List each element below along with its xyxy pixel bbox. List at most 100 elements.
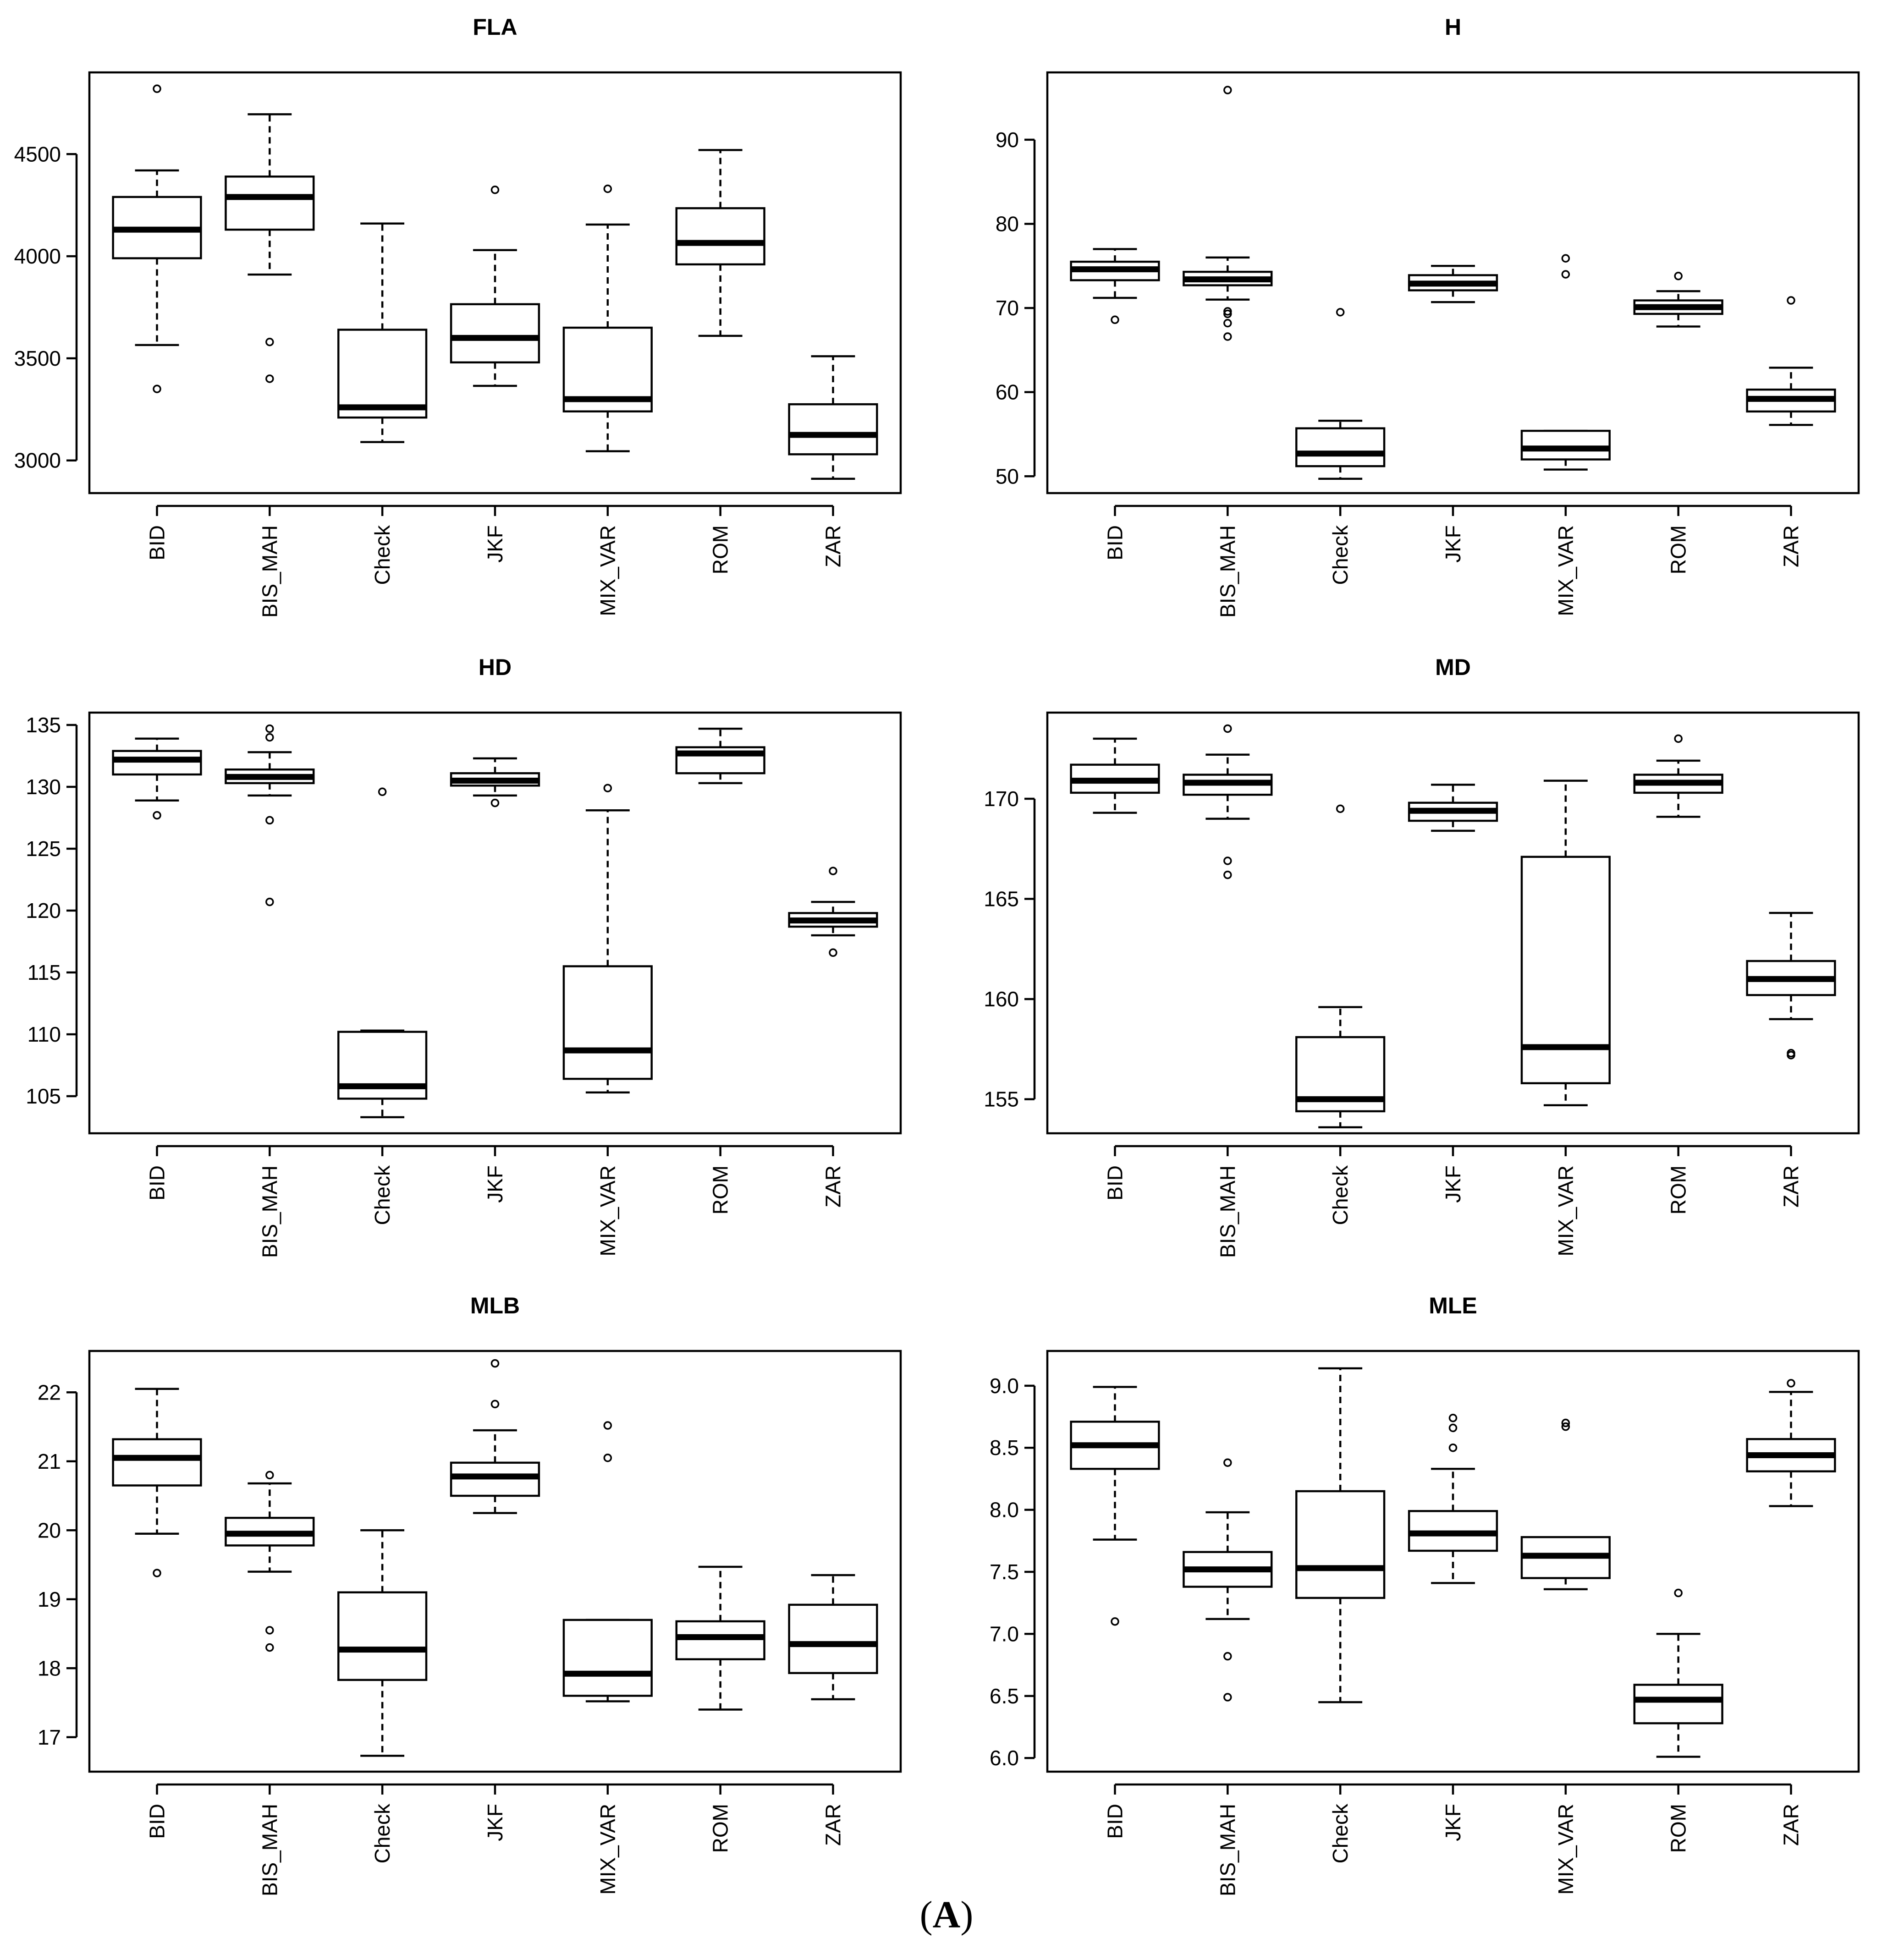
y-tick-label: 105 [26, 1084, 61, 1108]
outlier-point [1223, 307, 1232, 316]
box-bid [1070, 737, 1160, 814]
outlier-point [1787, 1379, 1795, 1388]
chart-title: H [1445, 14, 1461, 40]
box-check [337, 1529, 428, 1757]
x-tick-label: BIS_MAH [1216, 1804, 1239, 1896]
box-jkf [1408, 265, 1498, 303]
outlier-point [1674, 734, 1683, 743]
y-tick-label: 120 [26, 899, 61, 922]
y-tick-label: 110 [28, 1022, 61, 1046]
plot-frame [1046, 711, 1860, 1135]
outlier-point [603, 184, 612, 193]
outlier-point [265, 724, 274, 733]
y-tick-label: 125 [26, 837, 61, 861]
box-bid [112, 1388, 202, 1577]
x-tick-label: MIX_VAR [1554, 1804, 1578, 1895]
x-tick-label: ZAR [821, 1165, 845, 1208]
outlier-point [490, 798, 500, 807]
outlier-point [153, 84, 161, 93]
box-mix-var [1520, 1418, 1611, 1591]
chart-title: FLA [473, 14, 517, 40]
outlier-point [1674, 1588, 1683, 1598]
iqr-box [675, 207, 765, 266]
outlier-point [265, 1643, 274, 1652]
x-tick-label: BID [145, 1165, 169, 1201]
outlier-point [1561, 254, 1570, 263]
outlier-point [265, 733, 274, 742]
chart-title: MLB [470, 1293, 520, 1318]
iqr-box [1520, 429, 1611, 461]
figure-caption: (A) [0, 1893, 1893, 1937]
y-tick-label: 90 [996, 128, 1019, 152]
y-tick-label: 8.5 [990, 1436, 1019, 1460]
x-tick-label: ROM [709, 525, 732, 574]
outlier-point [490, 1359, 500, 1368]
y-tick-label: 9.0 [990, 1374, 1019, 1398]
x-tick-label: MIX_VAR [1554, 525, 1578, 616]
x-tick-label: BID [1103, 1804, 1127, 1839]
plot-frame [1046, 71, 1860, 494]
box-mix-var [562, 1421, 653, 1702]
caption-open-paren: ( [919, 1894, 933, 1936]
outlier-point [1223, 309, 1232, 318]
box-rom [1633, 734, 1723, 818]
box-jkf [1408, 784, 1498, 832]
chart-title: HD [479, 654, 512, 680]
box-jkf [450, 757, 540, 807]
x-tick-label: JKF [1441, 525, 1465, 563]
outlier-point [265, 816, 274, 825]
x-tick-label: BIS_MAH [1216, 1165, 1239, 1258]
box-bis-mah [225, 1471, 315, 1652]
x-tick-label: ROM [709, 1804, 732, 1853]
x-tick-label: BID [1103, 525, 1127, 560]
box-bis-mah [1183, 724, 1273, 879]
outlier-point [1336, 308, 1345, 317]
x-tick-label: JKF [483, 525, 507, 563]
y-tick-label: 8.0 [990, 1498, 1019, 1522]
outlier-point [153, 811, 161, 820]
x-tick-label: Check [1328, 1165, 1352, 1225]
outlier-point [603, 784, 612, 792]
y-tick-label: 170 [984, 787, 1019, 811]
outlier-point [1561, 270, 1570, 279]
box-bis-mah [225, 724, 315, 906]
chart-panel-h: H 50 60 70 80 90 BID BIS_MAH Check JKF MIX_VAR ROM Z… [996, 14, 1860, 618]
outlier-point [153, 1569, 161, 1577]
box-bis-mah [225, 113, 315, 383]
x-tick-label: ZAR [1779, 1165, 1803, 1208]
iqr-box [788, 403, 878, 456]
iqr-box [562, 965, 653, 1080]
box-bis-mah [1183, 1458, 1273, 1702]
y-tick-label: 3500 [14, 346, 61, 370]
box-bis-mah [1183, 86, 1273, 341]
y-tick-label: 160 [984, 987, 1019, 1011]
plot-frame [88, 711, 902, 1135]
x-tick-label: ZAR [821, 1804, 845, 1846]
iqr-box [1295, 427, 1386, 467]
outlier-point [1787, 296, 1795, 305]
y-tick-label: 135 [26, 713, 61, 737]
iqr-box [562, 1619, 653, 1697]
x-tick-label: Check [1328, 1803, 1352, 1863]
box-zar [1746, 296, 1836, 426]
x-tick-label: JKF [483, 1165, 507, 1203]
y-tick-label: 21 [38, 1449, 61, 1473]
y-tick-label: 80 [996, 212, 1019, 236]
outlier-point [490, 1400, 500, 1409]
caption-close-paren: ) [960, 1894, 974, 1936]
outlier-point [1223, 856, 1232, 865]
x-tick-label: BID [1103, 1165, 1127, 1201]
x-tick-label: MIX_VAR [596, 525, 620, 616]
x-tick-label: ZAR [1779, 1804, 1803, 1846]
iqr-box [112, 1438, 202, 1487]
box-bid [1070, 1386, 1160, 1626]
box-mix-var [562, 784, 653, 1094]
chart-panel-fla: FLA 3000 3500 4000 4500 BID BIS_MAH Check JKF MIX… [14, 14, 902, 618]
box-zar [788, 867, 878, 957]
x-tick-label: ROM [709, 1165, 732, 1214]
iqr-box [225, 176, 315, 231]
box-jkf [450, 185, 540, 387]
outlier-point [1223, 86, 1232, 94]
x-tick-label: JKF [483, 1804, 507, 1841]
